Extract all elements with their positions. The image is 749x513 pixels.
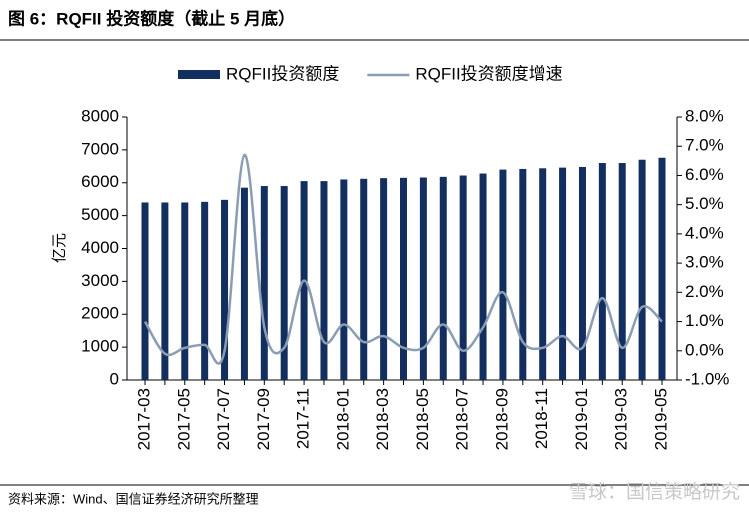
x-tick-label: 2019-05	[651, 388, 670, 450]
y2-tick-label: -1.0%	[685, 369, 729, 388]
bar	[419, 177, 427, 380]
legend-label: RQFII投资额度	[226, 64, 339, 83]
bar	[578, 166, 586, 380]
source: 资料来源：Wind、国信证券经济研究所整理	[8, 491, 259, 506]
x-tick-label: 2018-07	[453, 388, 472, 450]
watermark: 雪球：国信策略研究	[569, 481, 740, 503]
bar	[340, 179, 348, 380]
x-tick-label: 2019-01	[572, 388, 591, 450]
x-tick-label: 2018-03	[373, 388, 392, 450]
x-tick-label: 2017-03	[134, 388, 153, 450]
bar	[479, 173, 487, 380]
x-tick-label: 2019-03	[612, 388, 631, 450]
bar	[519, 168, 527, 380]
bar	[618, 163, 626, 380]
bar	[459, 175, 467, 380]
bar	[380, 178, 388, 380]
x-tick-label: 2018-09	[492, 388, 511, 450]
y-tick-label: 3000	[81, 271, 119, 290]
x-tick-label: 2017-05	[174, 388, 193, 450]
x-tick-label: 2017-11	[294, 388, 313, 449]
y2-tick-label: 1.0%	[685, 311, 724, 330]
line	[143, 153, 663, 365]
y2-tick-label: 7.0%	[685, 136, 724, 155]
legend-swatch	[178, 70, 220, 79]
x-tick-label: 2018-05	[413, 388, 432, 450]
y-tick-label: 6000	[81, 172, 119, 191]
bar	[360, 178, 368, 380]
bar	[280, 186, 288, 380]
y2-tick-label: 2.0%	[685, 282, 724, 301]
x-tick-label: 2018-11	[532, 388, 551, 449]
y2-tick-label: 4.0%	[685, 223, 724, 242]
bar	[400, 177, 407, 380]
y-tick-label: 8000	[81, 106, 119, 125]
bar	[539, 168, 547, 380]
y2-tick-label: 0.0%	[685, 340, 724, 359]
bar	[439, 176, 447, 380]
y2-tick-label: 5.0%	[685, 194, 724, 213]
chart-title: 图 6：RQFII 投资额度（截止 5 月底）	[8, 8, 295, 28]
y-axis-label: 亿元	[51, 233, 68, 263]
bar	[658, 157, 666, 380]
bar	[260, 186, 268, 380]
x-tick-label: 2018-01	[333, 388, 352, 450]
bar	[161, 202, 169, 380]
bar	[320, 181, 328, 380]
bar	[141, 202, 149, 380]
y-tick-label: 1000	[81, 337, 119, 356]
bar	[201, 201, 209, 380]
bar	[240, 187, 248, 380]
bar	[638, 159, 646, 380]
y-tick-label: 4000	[81, 238, 119, 257]
y-tick-label: 0	[110, 369, 119, 388]
bar	[598, 163, 606, 380]
legend-label: RQFII投资额度增速	[415, 64, 562, 83]
y2-tick-label: 8.0%	[685, 106, 724, 125]
x-tick-label: 2017-07	[214, 388, 233, 450]
y2-tick-label: 3.0%	[685, 253, 724, 272]
y-tick-label: 7000	[81, 139, 119, 158]
bar	[221, 199, 229, 380]
y-tick-label: 5000	[81, 205, 119, 224]
bar	[181, 202, 189, 380]
bar	[559, 167, 567, 380]
y2-tick-label: 6.0%	[685, 165, 724, 184]
x-tick-label: 2017-09	[254, 388, 273, 450]
bar	[499, 169, 507, 380]
y-tick-label: 2000	[81, 304, 119, 323]
